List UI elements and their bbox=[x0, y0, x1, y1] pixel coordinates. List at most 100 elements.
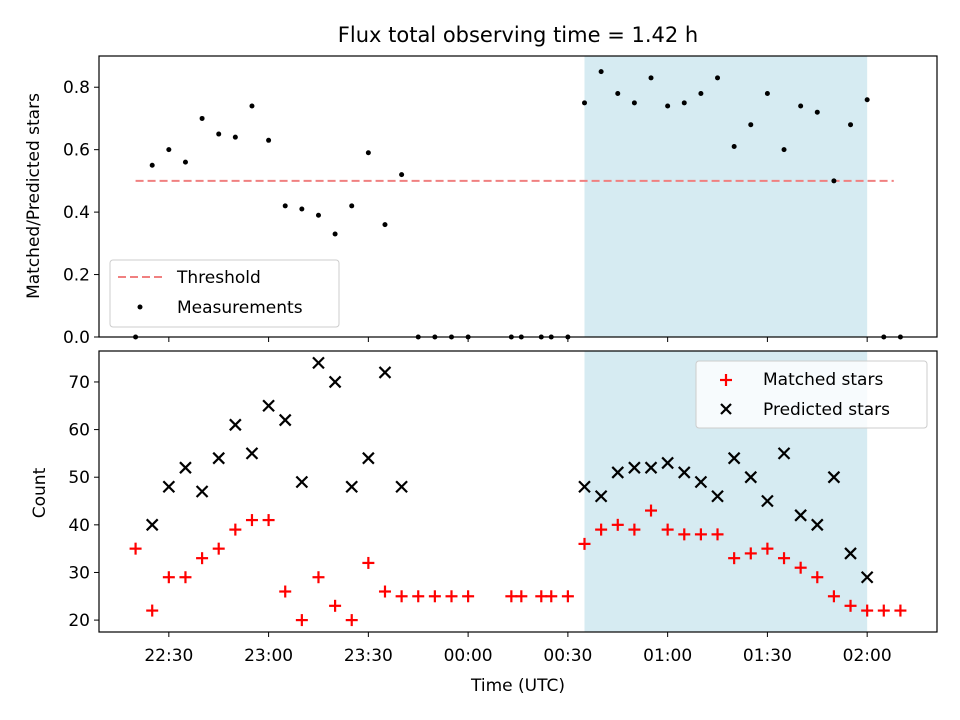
predicted-star-point bbox=[644, 461, 658, 474]
measurement-point bbox=[199, 115, 205, 121]
measurement-point bbox=[631, 100, 637, 106]
matched-star-point bbox=[811, 571, 824, 584]
predicted-mark-stroke bbox=[860, 570, 874, 584]
measurement-point bbox=[365, 150, 371, 156]
bottom-x-tick-label: 00:30 bbox=[543, 646, 592, 666]
matched-star-point bbox=[279, 585, 292, 598]
measurement-point bbox=[798, 103, 804, 109]
matched-star-point bbox=[894, 604, 907, 617]
measurement-point bbox=[315, 212, 321, 218]
matched-star-point bbox=[362, 556, 375, 569]
bottom-x-tick-label: 23:30 bbox=[344, 646, 393, 666]
matched-star-point bbox=[844, 599, 857, 612]
bottom-y-tick-label: 70 bbox=[68, 373, 90, 393]
measurement-point bbox=[864, 97, 870, 103]
predicted-star-point bbox=[794, 509, 807, 522]
top-y-tick-label: 0.4 bbox=[63, 203, 90, 223]
matched-star-point bbox=[694, 528, 707, 541]
matched-star-point bbox=[378, 585, 391, 598]
x-axis-label: Time (UTC) bbox=[470, 676, 565, 696]
bottom-x-tick-label: 01:30 bbox=[743, 646, 792, 666]
bottom-y-tick-label: 20 bbox=[68, 611, 90, 631]
measurement-point bbox=[598, 69, 604, 75]
predicted-star-point bbox=[229, 418, 242, 432]
predicted-mark-stroke bbox=[611, 466, 625, 479]
measurement-point bbox=[698, 90, 704, 96]
bottom-y-tick-label: 60 bbox=[68, 421, 90, 441]
predicted-star-point bbox=[611, 466, 625, 479]
bottom-y-axis: 20 30 40 50 60 70 bbox=[68, 373, 99, 631]
measurement-point bbox=[831, 178, 837, 184]
predicted-star-point bbox=[761, 494, 774, 508]
bottom-panel: 20 30 40 50 60 70 22:30 23:00 23:30 00:00 00:30 01… bbox=[30, 350, 938, 696]
measurement-point bbox=[216, 131, 222, 137]
top-y-tick-label: 0.0 bbox=[63, 328, 90, 348]
matched-star-point bbox=[129, 542, 142, 555]
predicted-mark-stroke bbox=[594, 489, 608, 503]
predicted-star-point bbox=[860, 570, 874, 584]
predicted-star-point bbox=[179, 461, 192, 474]
top-x-ticks bbox=[168, 337, 868, 342]
matched-star-point bbox=[245, 514, 258, 527]
predicted-mark-stroke bbox=[395, 480, 408, 494]
measurement-point bbox=[332, 231, 338, 237]
measurements-legend-label: Measurements bbox=[177, 298, 303, 318]
matched-star-point bbox=[462, 590, 475, 603]
predicted-star-point bbox=[262, 399, 275, 413]
predicted-star-point bbox=[578, 480, 591, 494]
predicted-star-point bbox=[328, 375, 342, 389]
predicted-star-point bbox=[162, 480, 176, 494]
predicted-mark-stroke bbox=[677, 466, 691, 479]
predicted-mark-stroke bbox=[245, 447, 259, 460]
matched-star-point bbox=[628, 523, 641, 536]
measurement-point bbox=[665, 103, 671, 109]
top-highlight-band bbox=[584, 56, 868, 337]
bottom-y-tick-label: 50 bbox=[68, 468, 90, 488]
bottom-legend-box bbox=[695, 360, 928, 429]
top-plot-frame bbox=[98, 55, 938, 338]
matched-star-point bbox=[678, 528, 691, 541]
predicted-star-point bbox=[661, 456, 674, 470]
measurement-point bbox=[814, 109, 820, 115]
matched-star-point bbox=[861, 604, 874, 617]
matched-star-point bbox=[412, 590, 425, 603]
predicted-star-point bbox=[811, 518, 824, 532]
predicted-star-point bbox=[777, 447, 791, 460]
predicted-mark-stroke bbox=[229, 418, 242, 432]
matched-star-point bbox=[179, 571, 192, 584]
bottom-y-tick-label: 40 bbox=[68, 516, 90, 536]
predicted-mark-stroke bbox=[145, 518, 159, 532]
bottom-x-tick-label: 02:00 bbox=[843, 646, 892, 666]
measurement-point bbox=[399, 172, 405, 178]
matched-star-point bbox=[578, 537, 591, 550]
matched-legend-swatch bbox=[720, 374, 732, 386]
matched-star-point bbox=[295, 614, 308, 627]
predicted-star-point bbox=[594, 489, 608, 503]
measurement-point bbox=[232, 134, 238, 140]
predicted-star-point bbox=[744, 470, 758, 484]
matched-star-point bbox=[329, 599, 342, 612]
predicted-mark-stroke bbox=[628, 461, 641, 474]
predicted-mark-stroke bbox=[694, 475, 708, 489]
bottom-x-tick-label: 23:00 bbox=[244, 646, 293, 666]
top-panel: 0.00.20.40.60.8 Matched/Predicted stars … bbox=[24, 55, 938, 348]
measurement-point bbox=[715, 75, 721, 81]
predicted-mark-stroke bbox=[827, 470, 841, 484]
matched-star-point bbox=[611, 518, 624, 531]
predicted-mark-stroke bbox=[644, 461, 658, 474]
predicted-star-point bbox=[345, 480, 359, 494]
top-y-tick-label: 0.6 bbox=[63, 141, 90, 161]
predicted-star-point bbox=[628, 461, 641, 474]
measurement-point bbox=[249, 103, 255, 109]
predicted-star-point bbox=[195, 485, 209, 498]
chart-title: Flux total observing time = 1.42 h bbox=[338, 23, 698, 47]
predicted-mark-stroke bbox=[761, 494, 774, 508]
predicted-mark-stroke bbox=[328, 375, 342, 389]
predicted-mark-stroke bbox=[661, 456, 674, 470]
measurement-point bbox=[282, 203, 288, 209]
matched-star-point bbox=[312, 571, 325, 584]
matched-star-point bbox=[428, 590, 441, 603]
predicted-mark-stroke bbox=[727, 451, 741, 465]
measurement-point bbox=[299, 206, 305, 212]
top-legend-box bbox=[109, 259, 340, 328]
